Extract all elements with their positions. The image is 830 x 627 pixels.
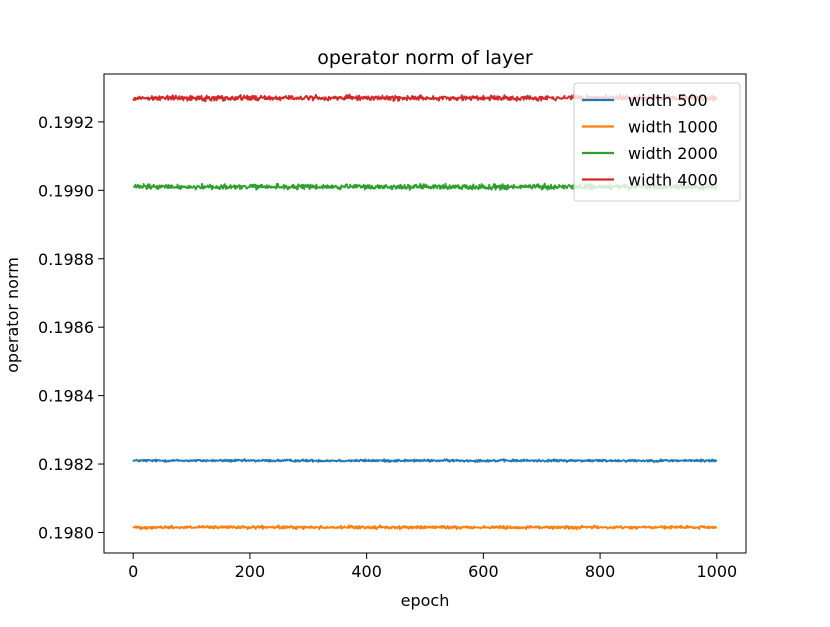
- legend-label: width 1000: [628, 118, 718, 137]
- y-tick-label: 0.1984: [38, 387, 94, 406]
- legend-label: width 4000: [628, 171, 718, 190]
- x-tick-label: 200: [235, 562, 266, 581]
- y-tick-label: 0.1980: [38, 523, 94, 542]
- axes-layer: 0 200 400 600 800 1000 0.1980 0.1982 0.1984 0.198…: [38, 73, 747, 581]
- legend-label: width 2000: [628, 144, 718, 163]
- x-tick-label: 0: [128, 562, 138, 581]
- x-tick-label: 1000: [696, 562, 737, 581]
- plot-frame: [103, 73, 747, 554]
- series-line-width-500: [132, 458, 718, 464]
- y-tick-label: 0.1986: [38, 318, 94, 337]
- y-axis-label: operator norm: [3, 257, 22, 373]
- x-tick-label: 800: [585, 562, 616, 581]
- y-tick-label: 0.1982: [38, 455, 94, 474]
- y-tick-label: 0.1988: [38, 250, 94, 269]
- chart-title: operator norm of layer: [317, 47, 533, 69]
- y-tick-label: 0.1992: [38, 113, 94, 132]
- legend-box: [573, 82, 741, 202]
- x-tick-label: 600: [468, 562, 499, 581]
- x-tick-label: 400: [351, 562, 382, 581]
- legend-label: width 500: [628, 91, 708, 110]
- x-axis-label: epoch: [401, 591, 450, 610]
- legend: width 500 width 1000 width 2000 width 4000: [573, 82, 741, 202]
- y-tick-label: 0.1990: [38, 181, 94, 200]
- series-line-width-1000: [132, 524, 718, 531]
